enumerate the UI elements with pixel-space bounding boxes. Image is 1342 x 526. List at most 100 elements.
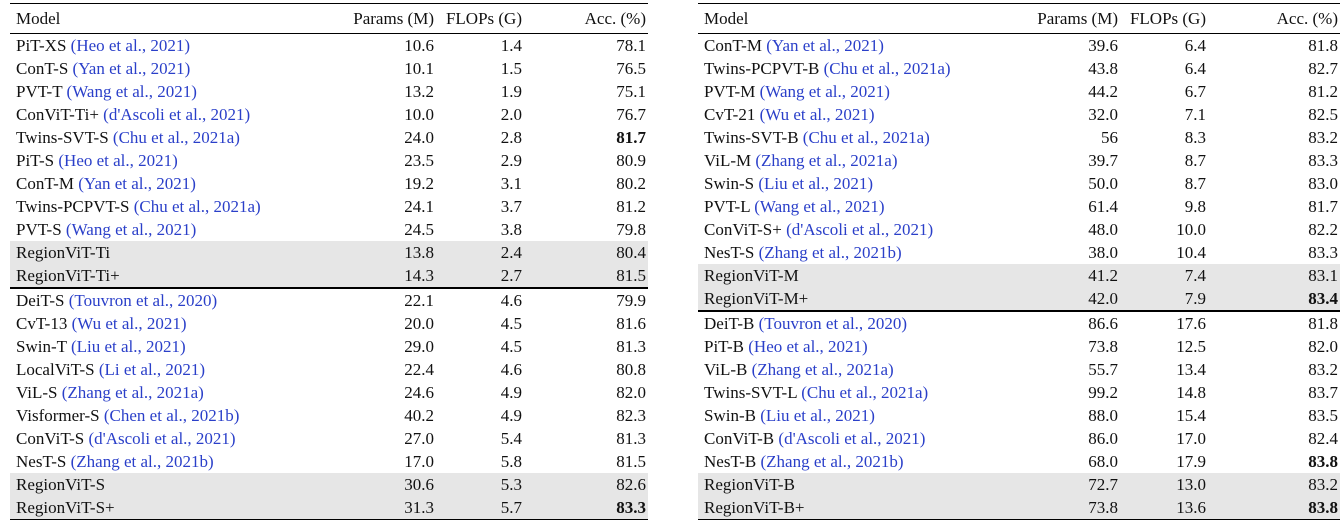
model-cell: NesT-S (Zhang et al., 2021b) [698, 241, 1020, 264]
flops-cell: 2.7 [436, 264, 546, 288]
accuracy-cell: 81.3 [616, 337, 646, 356]
model-name: CvT-13 [16, 314, 68, 333]
baseline-row: PiT-B (Heo et al., 2021) 73.8 12.5 82.0 [698, 335, 1340, 358]
accuracy-cell: 83.0 [1308, 174, 1338, 193]
citation-link: (Chen et al., 2021b) [103, 406, 240, 425]
citation-link: (Liu et al., 2021) [70, 337, 186, 356]
model-cell: PVT-S (Wang et al., 2021) [10, 218, 340, 241]
flops-cell: 1.9 [500, 82, 522, 101]
model-name: RegionViT-M [704, 266, 799, 285]
model-name: RegionViT-B [704, 475, 795, 494]
model-name: Twins-SVT-B [704, 128, 799, 147]
model-cell: ViL-B (Zhang et al., 2021a) [698, 358, 1020, 381]
citation-link: (Zhang et al., 2021a) [61, 383, 204, 402]
model-cell: Twins-PCPVT-B (Chu et al., 2021a) [698, 57, 1020, 80]
accuracy-cell: 83.4 [1230, 287, 1340, 311]
row-group: ConT-M (Yan et al., 2021) 39.6 6.4 81.8 Twin… [698, 34, 1340, 311]
model-name: LocalViT-S [16, 360, 95, 379]
citation-link: (Wang et al., 2021) [754, 197, 885, 216]
accuracy-cell: 83.1 [1230, 264, 1340, 287]
model-name: ConT-M [704, 36, 762, 55]
accuracy-cell: 79.8 [616, 220, 646, 239]
citation-link: (Zhang et al., 2021b) [760, 452, 904, 471]
params-cell: 40.2 [404, 406, 434, 425]
model-cell: PVT-T (Wang et al., 2021) [10, 80, 340, 103]
baseline-row: Swin-B (Liu et al., 2021) 88.0 15.4 83.5 [698, 404, 1340, 427]
params-cell: 61.4 [1088, 197, 1118, 216]
model-name: ConViT-S [16, 429, 85, 448]
flops-cell: 15.4 [1176, 406, 1206, 425]
model-name: RegionViT-S+ [16, 498, 115, 517]
model-name: ConViT-B [704, 429, 775, 448]
params-cell: 44.2 [1088, 82, 1118, 101]
baseline-row: Twins-PCPVT-S (Chu et al., 2021a) 24.1 3.7… [10, 195, 648, 218]
accuracy-cell: 83.2 [1230, 473, 1340, 496]
params-cell: 14.3 [340, 264, 436, 288]
accuracy-cell: 83.5 [1308, 406, 1338, 425]
model-name: PVT-T [16, 82, 63, 101]
our-model-row: RegionViT-Ti+ 14.3 2.7 81.5 [10, 264, 648, 288]
our-model-row: RegionViT-Ti 13.8 2.4 80.4 [10, 241, 648, 264]
citation-link: (Chu et al., 2021a) [133, 197, 261, 216]
flops-cell: 4.9 [500, 406, 522, 425]
model-name: Swin-B [704, 406, 756, 425]
model-cell: RegionViT-Ti+ [10, 264, 340, 288]
flops-cell: 10.4 [1176, 243, 1206, 262]
model-cell: Swin-T (Liu et al., 2021) [10, 335, 340, 358]
accuracy-cell: 82.3 [616, 406, 646, 425]
model-name: PiT-XS [16, 36, 67, 55]
model-cell: RegionViT-S [10, 473, 340, 496]
accuracy-cell: 81.6 [616, 314, 646, 333]
flops-cell: 3.7 [500, 197, 522, 216]
baseline-row: ViL-M (Zhang et al., 2021a) 39.7 8.7 83.3 [698, 149, 1340, 172]
flops-cell: 4.9 [500, 383, 522, 402]
params-cell: 13.2 [404, 82, 434, 101]
accuracy-cell: 83.7 [1308, 383, 1338, 402]
model-cell: ConViT-Ti+ (d'Ascoli et al., 2021) [10, 103, 340, 126]
flops-cell: 4.5 [500, 314, 522, 333]
model-name: RegionViT-B+ [704, 498, 805, 517]
accuracy-cell: 83.3 [546, 496, 648, 520]
flops-cell: 10.0 [1176, 220, 1206, 239]
results-table: Model Params (M) FLOPs (G) Acc. (%) PiT-XS (… [10, 3, 648, 520]
flops-cell: 5.4 [500, 429, 522, 448]
citation-link: (Chu et al., 2021a) [801, 383, 929, 402]
model-cell: RegionViT-M [698, 264, 1020, 287]
baseline-row: ConViT-S (d'Ascoli et al., 2021) 27.0 5.4 8… [10, 427, 648, 450]
params-cell: 10.0 [404, 105, 434, 124]
model-cell: ViL-M (Zhang et al., 2021a) [698, 149, 1020, 172]
citation-link: (Touvron et al., 2020) [68, 291, 218, 310]
model-name: RegionViT-M+ [704, 289, 809, 308]
accuracy-cell: 81.3 [616, 429, 646, 448]
flops-cell: 3.1 [500, 174, 522, 193]
accuracy-cell: 81.7 [616, 128, 646, 147]
baseline-row: ConT-M (Yan et al., 2021) 19.2 3.1 80.2 [10, 172, 648, 195]
params-cell: 10.1 [404, 59, 434, 78]
model-cell: RegionViT-S+ [10, 496, 340, 520]
model-cell: PiT-S (Heo et al., 2021) [10, 149, 340, 172]
params-cell: 22.1 [340, 287, 436, 312]
baseline-row: CvT-13 (Wu et al., 2021) 20.0 4.5 81.6 [10, 312, 648, 335]
accuracy-cell: 83.8 [1230, 496, 1340, 520]
model-name: ViL-B [704, 360, 748, 379]
citation-link: (Wu et al., 2021) [759, 105, 875, 124]
citation-link: (Wang et al., 2021) [759, 82, 890, 101]
flops-cell: 17.9 [1176, 452, 1206, 471]
citation-link: (Liu et al., 2021) [758, 174, 874, 193]
params-cell: 24.1 [404, 197, 434, 216]
accuracy-cell: 83.2 [1308, 360, 1338, 379]
row-group: DeiT-B (Touvron et al., 2020) 86.6 17.6 81.… [698, 310, 1340, 520]
baseline-row: NesT-S (Zhang et al., 2021b) 38.0 10.4 83.3 [698, 241, 1340, 264]
baseline-row: Twins-PCPVT-B (Chu et al., 2021a) 43.8 6.4… [698, 57, 1340, 80]
params-cell: 88.0 [1088, 406, 1118, 425]
citation-link: (Zhang et al., 2021b) [70, 452, 214, 471]
baseline-row: DeiT-S (Touvron et al., 2020) 22.1 4.6 79.9 [10, 287, 648, 312]
params-cell: 23.5 [404, 151, 434, 170]
flops-cell: 8.3 [1184, 128, 1206, 147]
citation-link: (d'Ascoli et al., 2021) [103, 105, 251, 124]
baseline-row: ConT-S (Yan et al., 2021) 10.1 1.5 76.5 [10, 57, 648, 80]
params-cell: 86.0 [1088, 429, 1118, 448]
model-cell: PiT-B (Heo et al., 2021) [698, 335, 1020, 358]
accuracy-cell: 76.5 [616, 59, 646, 78]
model-cell: Swin-S (Liu et al., 2021) [698, 172, 1020, 195]
